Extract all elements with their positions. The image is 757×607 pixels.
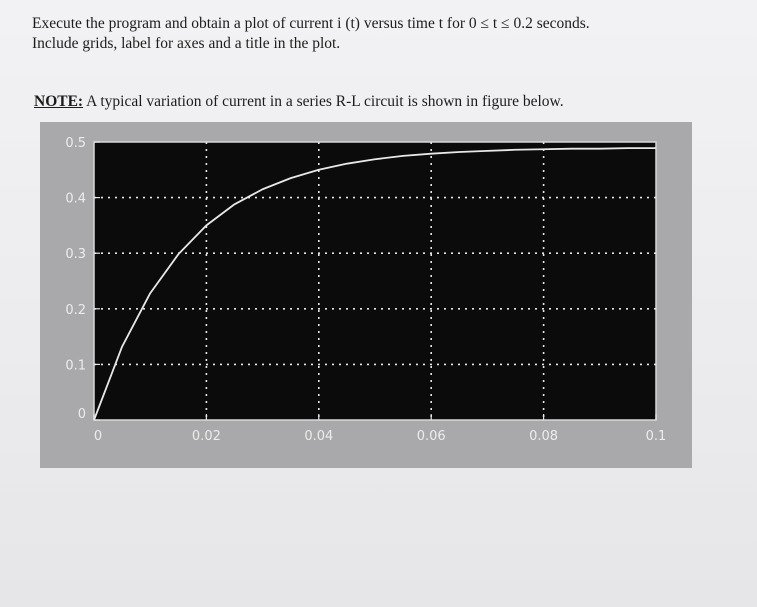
y-tick-label: 0.5 [65, 136, 86, 151]
x-tick-label: 0.08 [529, 429, 558, 444]
series-lines [93, 147, 656, 421]
instruction-line-1: Execute the program and obtain a plot of… [32, 15, 590, 32]
y-tick-label: 0.1 [65, 358, 86, 373]
y-tick-label: 0.2 [65, 303, 86, 318]
series-line [93, 147, 656, 421]
note-label: NOTE: [34, 93, 84, 110]
tick-labels: 0 0.02 0.04 0.06 0.08 0.1 0 0.1 0.2 0.3 0.4 0.5 [65, 136, 666, 444]
x-tick-label: 0.04 [304, 429, 333, 444]
grid [94, 142, 656, 420]
current-plot: 0 0.02 0.04 0.06 0.08 0.1 0 0.1 0.2 0.3 0.4 0.5 [65, 136, 666, 444]
y-tick-label: 0.4 [65, 192, 86, 207]
y-tick-label: 0 [78, 407, 86, 422]
x-tick-label: 0.02 [192, 429, 221, 444]
plot-area [93, 141, 657, 421]
note: NOTE: A typical variation of current in … [34, 92, 724, 112]
instructions: Execute the program and obtain a plot of… [32, 14, 722, 54]
x-tick-label: 0 [94, 429, 102, 444]
chart-panel: 0 0.02 0.04 0.06 0.08 0.1 0 0.1 0.2 0.3 0.4 0.5 [40, 122, 692, 468]
y-tick-label: 0.3 [65, 247, 86, 262]
x-tick-label: 0.1 [646, 429, 667, 444]
instruction-line-2: Include grids, label for axes and a titl… [32, 35, 341, 52]
ticks [93, 141, 657, 421]
x-tick-label: 0.06 [417, 429, 446, 444]
note-text: A typical variation of current in a seri… [83, 93, 564, 110]
